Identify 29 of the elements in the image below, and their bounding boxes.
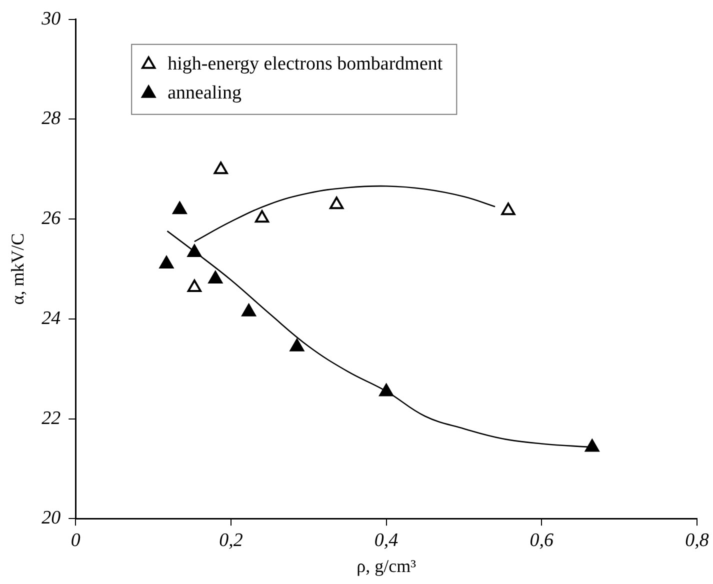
point bbox=[379, 384, 394, 396]
x-axis-title: ρ, g/cm³ bbox=[356, 556, 417, 576]
point bbox=[254, 210, 270, 223]
point bbox=[187, 244, 202, 258]
x-tick-label: 0,4 bbox=[374, 530, 399, 551]
point bbox=[172, 202, 187, 214]
point bbox=[501, 202, 516, 216]
point bbox=[242, 304, 256, 316]
y-tick-label: 20 bbox=[42, 508, 62, 529]
y-tick-label: 26 bbox=[42, 208, 62, 230]
point bbox=[159, 256, 174, 269]
legend-label: high-energy electrons bombardment bbox=[168, 53, 444, 74]
x-tick-label: 0 bbox=[70, 530, 81, 551]
y-tick-label: 22 bbox=[42, 408, 62, 429]
point bbox=[585, 439, 600, 452]
x-tick-label: 0,8 bbox=[685, 530, 710, 551]
point bbox=[187, 279, 202, 292]
y-axis-title: α, mkV/C bbox=[8, 233, 28, 305]
x-tick-label: 0,2 bbox=[219, 530, 244, 551]
point bbox=[290, 338, 304, 352]
point bbox=[208, 270, 222, 284]
line-series bbox=[194, 185, 496, 242]
y-tick-label: 30 bbox=[40, 8, 62, 30]
x-tick-label: 0,6 bbox=[530, 530, 554, 551]
y-tick-label: 28 bbox=[42, 108, 62, 130]
point bbox=[330, 196, 344, 210]
legend-label: annealing bbox=[168, 82, 242, 104]
y-tick-label: 24 bbox=[42, 308, 62, 329]
point bbox=[214, 162, 228, 174]
